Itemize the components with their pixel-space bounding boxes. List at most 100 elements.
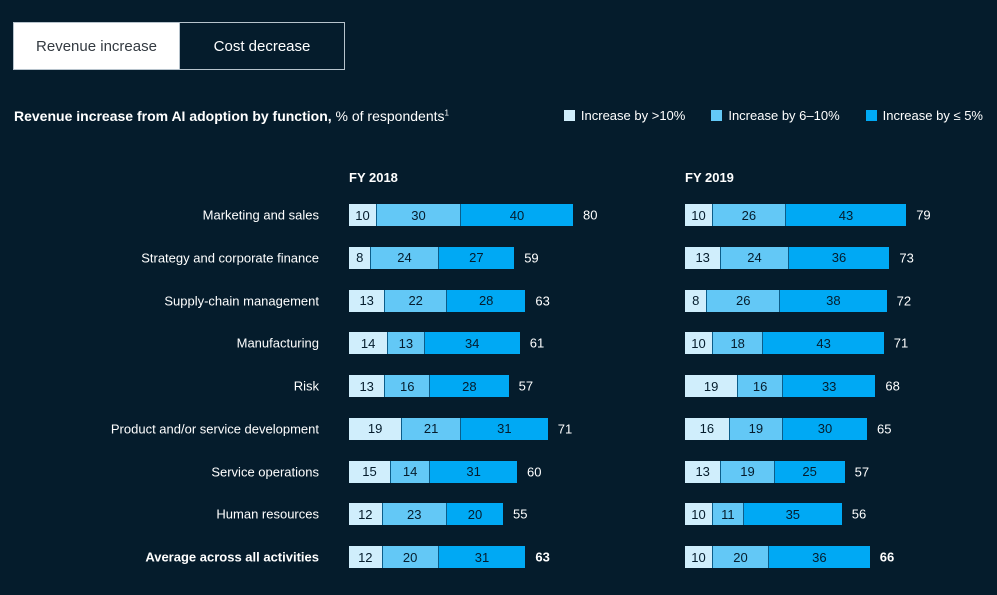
category-label: Product and/or service development xyxy=(110,421,319,437)
panel-label-fy2019: FY 2019 xyxy=(685,170,734,185)
bar-segment-gt10: 19 xyxy=(349,417,403,440)
bar-segment-gt10: 16 xyxy=(685,417,730,440)
bar-segment-6-10: 21 xyxy=(402,417,461,440)
bar-segment-6-10: 16 xyxy=(738,375,783,397)
bar-value-label: 25 xyxy=(802,464,817,479)
bar-segment-le5: 31 xyxy=(438,546,526,568)
bar-value-label: 31 xyxy=(497,421,512,437)
bar-segment-6-10: 20 xyxy=(713,546,769,568)
bar-total-label: 66 xyxy=(879,549,895,565)
legend: Increase by >10% Increase by 6–10% Incre… xyxy=(563,108,983,123)
bar-total-label: 61 xyxy=(529,335,545,351)
bar-value-label: 8 xyxy=(692,293,700,308)
bar-segment-6-10: 18 xyxy=(713,332,764,355)
chart-title-bold: Revenue increase from AI adoption by fun… xyxy=(14,108,332,124)
bar-value-label: 16 xyxy=(400,378,415,394)
bar-segment-le5: 28 xyxy=(447,289,526,312)
bar-value-label: 24 xyxy=(397,250,412,266)
bar-value-label: 13 xyxy=(695,464,710,479)
category-label: Service operations xyxy=(211,464,319,479)
bar-value-label: 21 xyxy=(423,421,439,437)
bar-value-label: 13 xyxy=(695,250,710,266)
bar-segment-gt10: 13 xyxy=(685,246,722,269)
legend-item-gt10: Increase by >10% xyxy=(563,108,685,123)
bar-value-label: 26 xyxy=(741,207,757,223)
tab-cost-decrease[interactable]: Cost decrease xyxy=(179,23,344,69)
bar-segment-le5: 35 xyxy=(743,503,842,526)
legend-swatch-6-10 xyxy=(711,110,723,121)
bar-segment-6-10: 26 xyxy=(707,289,781,312)
bar-value-label: 15 xyxy=(362,464,377,479)
bar-value-label: 43 xyxy=(816,335,831,351)
bar-value-label: 13 xyxy=(359,293,374,308)
bar-segment-6-10: 24 xyxy=(371,246,439,269)
bar-segment-gt10: 8 xyxy=(349,246,372,269)
bar-value-label: 19 xyxy=(748,421,764,437)
bar-segment-gt10: 10 xyxy=(685,503,713,526)
bar-segment-le5: 33 xyxy=(783,375,876,397)
bar-segment-6-10: 24 xyxy=(721,246,789,269)
bar-total-label: 59 xyxy=(524,250,539,266)
bar-segment-le5: 36 xyxy=(769,546,870,568)
bar-value-label: 31 xyxy=(474,549,490,565)
legend-item-6-10: Increase by 6–10% xyxy=(711,108,840,123)
bar-segment-6-10: 20 xyxy=(382,546,439,568)
bar-value-label: 8 xyxy=(356,250,364,266)
bar-segment-6-10: 19 xyxy=(729,417,783,440)
bar-value-label: 10 xyxy=(691,335,706,351)
bar-segment-6-10: 19 xyxy=(721,460,775,483)
bar-total-label: 60 xyxy=(527,464,542,479)
bar-segment-le5: 28 xyxy=(430,375,509,397)
bar-total-label: 55 xyxy=(513,506,528,522)
bar-total-label: 68 xyxy=(885,378,900,394)
bar-segment-le5: 38 xyxy=(780,289,887,312)
bar-value-label: 43 xyxy=(838,207,854,223)
bar-segment-6-10: 11 xyxy=(713,503,744,526)
bar-segment-le5: 43 xyxy=(785,204,907,226)
bar-total-label: 57 xyxy=(854,464,870,479)
bar-total-label: 57 xyxy=(518,378,534,394)
bar-segment-le5: 20 xyxy=(447,503,503,526)
bar-segment-6-10: 13 xyxy=(388,332,425,355)
bar-segment-gt10: 15 xyxy=(349,460,391,483)
bar-segment-6-10: 16 xyxy=(385,375,431,397)
bar-value-label: 13 xyxy=(359,378,374,394)
bar-value-label: 12 xyxy=(358,549,373,565)
category-label: Supply-chain management xyxy=(164,293,319,308)
bar-total-label: 71 xyxy=(893,335,909,351)
bar-value-label: 10 xyxy=(691,549,706,565)
bar-value-label: 34 xyxy=(464,335,480,351)
bar-value-label: 10 xyxy=(691,506,706,522)
bar-total-label: 72 xyxy=(896,293,912,308)
bar-total-label: 79 xyxy=(916,207,931,223)
bar-segment-le5: 30 xyxy=(783,417,867,440)
bar-value-label: 30 xyxy=(411,207,426,223)
bar-value-label: 20 xyxy=(402,549,418,565)
bar-value-label: 35 xyxy=(785,506,801,522)
bar-value-label: 27 xyxy=(469,250,484,266)
bar-value-label: 30 xyxy=(817,421,833,437)
bar-segment-6-10: 26 xyxy=(713,204,786,226)
bar-value-label: 19 xyxy=(367,421,383,437)
legend-label-6-10: Increase by 6–10% xyxy=(728,108,840,123)
bar-segment-gt10: 12 xyxy=(349,503,383,526)
bar-value-label: 13 xyxy=(398,335,414,351)
legend-swatch-le5 xyxy=(865,110,877,121)
legend-swatch-gt10 xyxy=(563,110,575,121)
tab-group: Revenue increase Cost decrease xyxy=(13,22,345,70)
bar-segment-le5: 34 xyxy=(424,332,520,355)
tab-revenue-increase[interactable]: Revenue increase xyxy=(14,23,179,69)
bar-value-label: 10 xyxy=(691,207,706,223)
bar-value-label: 36 xyxy=(812,549,827,565)
bar-segment-le5: 40 xyxy=(461,204,573,226)
bar-value-label: 23 xyxy=(407,506,422,522)
category-label: Manufacturing xyxy=(236,335,319,351)
bar-value-label: 33 xyxy=(821,378,837,394)
bar-value-label: 12 xyxy=(358,506,373,522)
bar-value-label: 28 xyxy=(462,378,477,394)
bar-value-label: 19 xyxy=(703,378,719,394)
bar-segment-gt10: 19 xyxy=(685,375,739,397)
bar-total-label: 63 xyxy=(535,549,550,565)
bar-segment-le5: 25 xyxy=(774,460,845,483)
